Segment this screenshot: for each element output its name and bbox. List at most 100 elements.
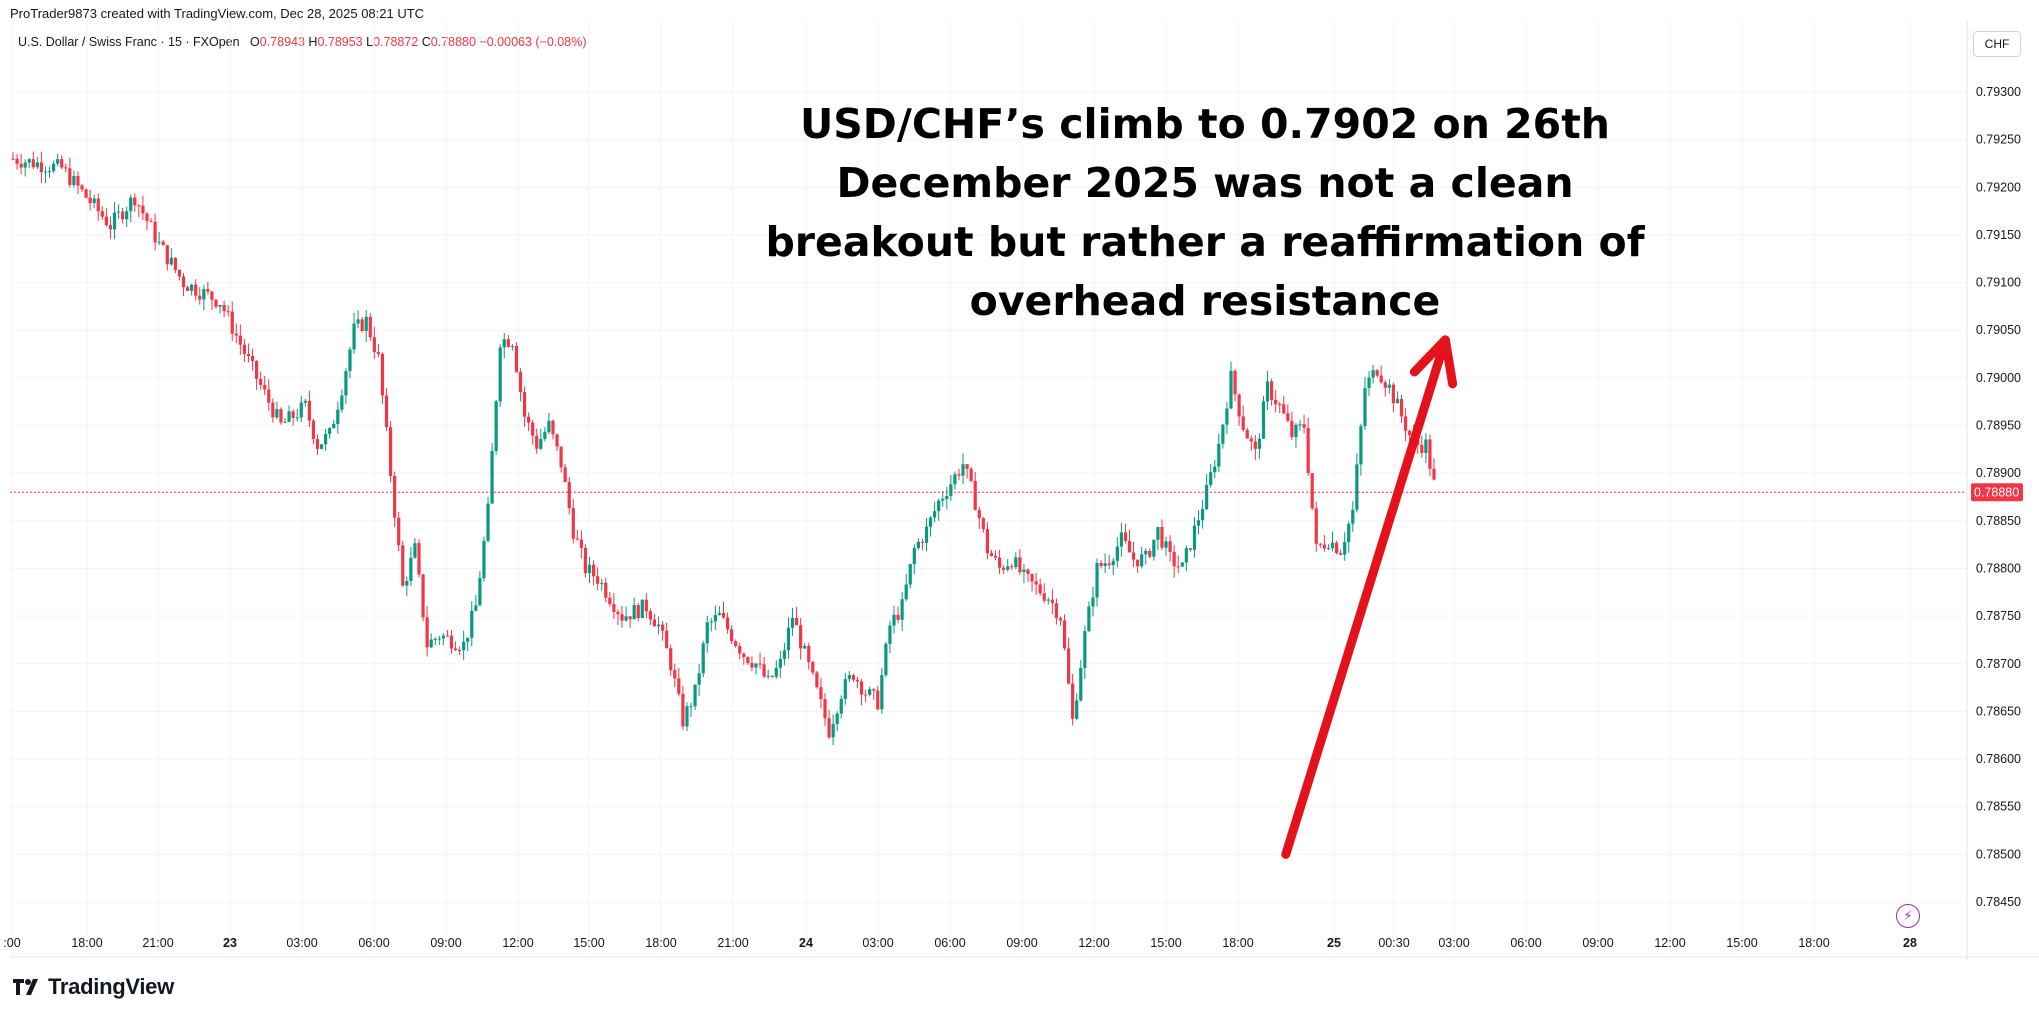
candle-body	[202, 289, 206, 300]
candle-body	[941, 498, 945, 501]
candle	[482, 536, 486, 582]
candle	[1379, 365, 1383, 384]
candle-body	[1123, 532, 1128, 541]
candle	[393, 471, 397, 528]
low-label: L	[366, 35, 374, 49]
candle	[64, 163, 68, 173]
time-tick-label: 15:00	[1726, 936, 1757, 950]
candle	[587, 556, 592, 584]
candle	[1334, 540, 1339, 555]
candle-body	[125, 211, 129, 220]
price-tick-label: 0.78450	[1976, 895, 2021, 909]
candle	[234, 323, 238, 344]
candle-body	[1002, 567, 1006, 570]
candle	[116, 204, 121, 219]
candle	[43, 166, 48, 183]
candle	[388, 420, 393, 483]
candle-body	[1083, 631, 1087, 668]
time-tick-label: 09:00	[430, 936, 461, 950]
candle	[1265, 370, 1270, 411]
lightning-icon[interactable]: ⚡	[1896, 904, 1920, 928]
candle-body	[859, 681, 864, 695]
candle	[1131, 541, 1136, 568]
candle	[1099, 560, 1103, 569]
candle	[937, 498, 941, 521]
candle	[165, 244, 169, 271]
candle-body	[953, 474, 957, 485]
candle	[52, 160, 56, 174]
candle-body	[575, 538, 579, 540]
time-tick-label: 21:00	[717, 936, 748, 950]
candle-body	[340, 395, 344, 410]
candle-body	[1274, 399, 1278, 405]
candle	[230, 301, 234, 342]
candle	[1144, 548, 1148, 565]
candle-body	[498, 347, 502, 402]
candle	[437, 635, 441, 645]
candle-body	[380, 353, 385, 396]
candle	[76, 171, 80, 195]
candle	[734, 639, 738, 648]
candle-body	[384, 395, 389, 428]
candle	[742, 652, 746, 665]
candle	[900, 591, 904, 631]
time-tick-label: 18:00	[71, 936, 102, 950]
candle-body	[673, 670, 677, 679]
candle-body	[620, 614, 624, 621]
candle	[953, 471, 957, 490]
candle	[1123, 523, 1128, 544]
candle	[746, 656, 750, 665]
time-tick-label: 15:00	[573, 936, 604, 950]
candle	[815, 670, 819, 689]
candle	[1359, 423, 1363, 476]
candle	[1375, 368, 1379, 378]
candle-body	[811, 662, 815, 673]
candle-body	[267, 389, 271, 403]
candle	[774, 660, 778, 679]
candle-body	[1306, 427, 1310, 474]
candle	[1176, 555, 1180, 574]
candle	[275, 401, 279, 420]
candle-body	[291, 411, 295, 418]
candle	[478, 571, 482, 607]
candle	[949, 474, 953, 501]
price-tick-label: 0.79000	[1976, 371, 2021, 385]
candle-body	[961, 464, 965, 476]
candle-body	[596, 576, 600, 584]
candle-body	[721, 612, 726, 618]
candle-body	[332, 423, 336, 429]
candle	[1107, 554, 1111, 570]
candle	[1046, 597, 1050, 605]
candle	[518, 368, 523, 402]
currency-button[interactable]: CHF	[1973, 31, 2021, 57]
candle	[1318, 543, 1322, 548]
candle	[198, 286, 202, 305]
tradingview-logo[interactable]: TradingView	[12, 974, 174, 1000]
candle	[1245, 427, 1249, 439]
candle	[965, 463, 969, 479]
candle	[916, 538, 920, 550]
candle	[129, 194, 133, 223]
candle	[1290, 411, 1294, 441]
candle-body	[1359, 426, 1363, 465]
price-tick-label: 0.78750	[1976, 609, 2021, 623]
candle-body	[324, 434, 328, 445]
candle-body	[896, 614, 900, 620]
candle-body	[1050, 599, 1054, 604]
time-tick-label: 00:30	[1378, 936, 1409, 950]
candle	[928, 516, 933, 537]
candle-body	[1030, 574, 1034, 582]
candle-body	[1144, 550, 1148, 555]
candle	[104, 208, 108, 227]
candle-body	[421, 574, 425, 618]
price-tick-label: 0.78650	[1976, 704, 2021, 718]
candle	[1298, 419, 1302, 432]
candle-body	[1383, 382, 1387, 388]
candle	[474, 594, 478, 612]
candle	[819, 677, 823, 709]
candle-body	[774, 667, 778, 677]
candle	[173, 257, 177, 274]
candle-body	[884, 643, 888, 676]
symbol-info-bar[interactable]: U.S. Dollar / Swiss Franc · 15 · FXOpen …	[18, 35, 586, 49]
